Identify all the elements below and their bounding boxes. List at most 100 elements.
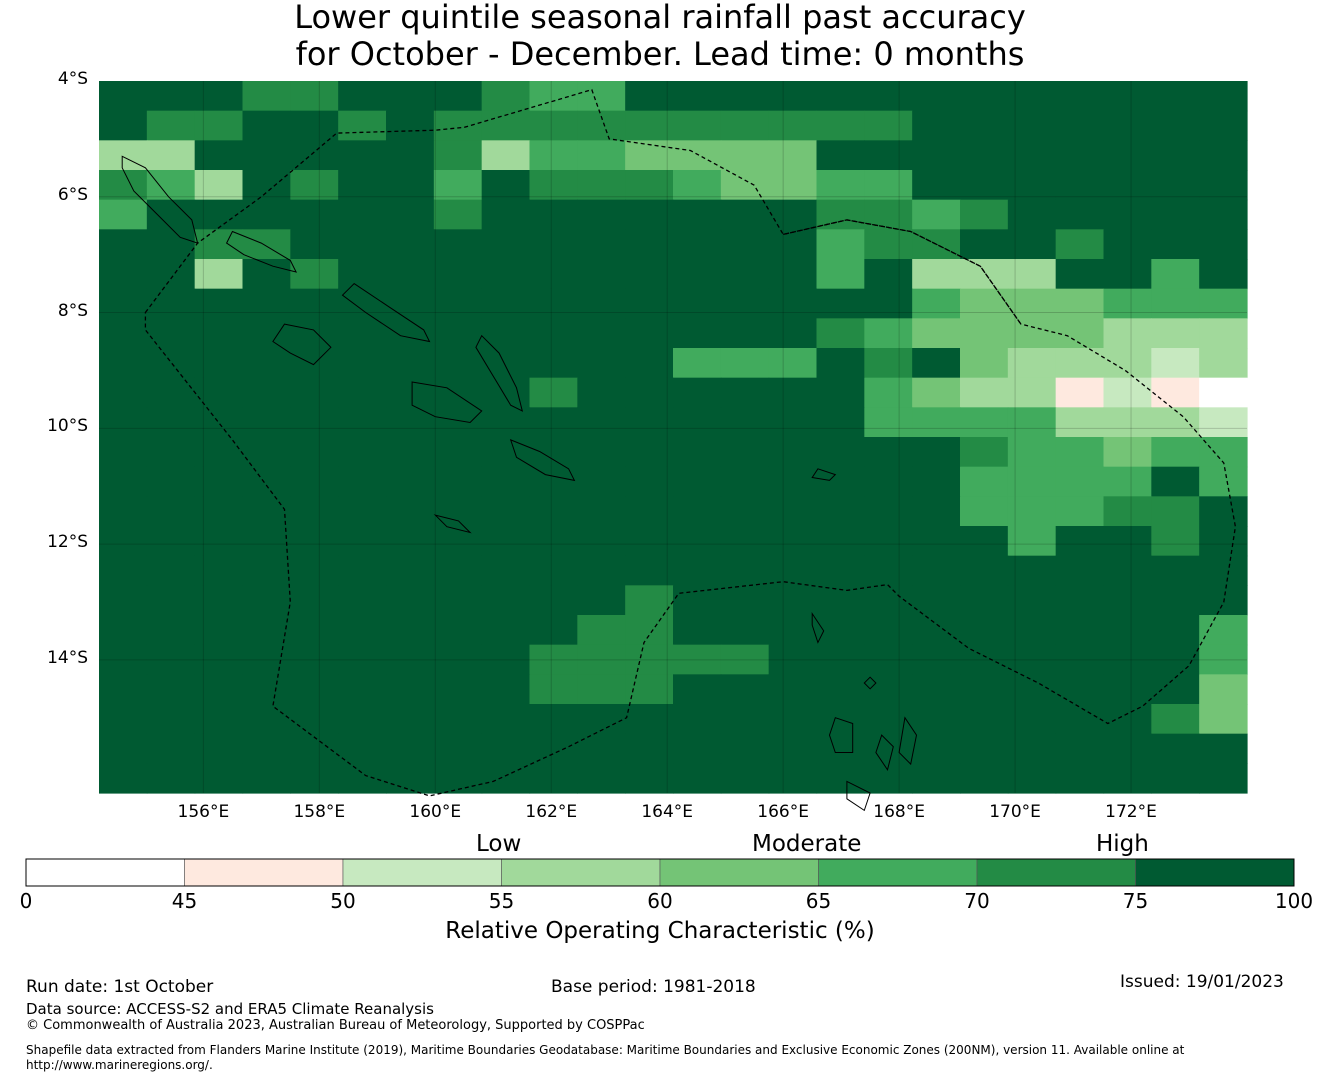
grid-cell: [864, 229, 913, 260]
grid-cell: [673, 763, 722, 794]
grid-cell: [481, 259, 531, 290]
grid-cell: [99, 288, 148, 319]
grid-cell: [146, 407, 196, 438]
grid-cell: [1103, 585, 1152, 616]
grid-cell: [99, 259, 148, 290]
colorbar-tick-label: 0: [19, 889, 33, 913]
grid-cell: [912, 199, 961, 230]
grid-cell: [625, 140, 674, 171]
grid-cell: [625, 259, 674, 290]
grid-cell: [720, 674, 770, 705]
grid-cell: [194, 526, 244, 557]
grid-cell: [1151, 644, 1200, 675]
grid-cell: [577, 318, 626, 349]
grid-cell: [242, 496, 291, 527]
grid-cell: [194, 733, 244, 764]
grid-cell: [1199, 644, 1248, 675]
grid-cell: [625, 110, 674, 141]
grid-cell: [99, 555, 148, 586]
colorbar-segment: [976, 858, 1136, 887]
grid-cell: [1055, 140, 1105, 171]
grid-cell: [864, 437, 913, 468]
grid-cell: [1103, 140, 1152, 171]
grid-cell: [912, 259, 961, 290]
grid-cell: [816, 615, 865, 646]
grid-cell: [768, 466, 818, 497]
grid-cell: [386, 110, 435, 141]
grid-cell: [577, 585, 626, 616]
grid-cell: [529, 466, 578, 497]
grid-cell: [1055, 555, 1105, 586]
colorbar-tick-label: 45: [171, 889, 198, 913]
grid-cell: [625, 704, 674, 735]
colorbar-tick-label: 55: [488, 889, 515, 913]
grid-cell: [673, 466, 722, 497]
grid-cell: [1103, 466, 1152, 497]
grid-cell: [960, 763, 1009, 794]
grid-cell: [625, 733, 674, 764]
grid-cell: [338, 526, 387, 557]
grid-cell: [1103, 348, 1152, 379]
grid-cell: [577, 229, 626, 260]
grid-cell: [816, 229, 865, 260]
grid-cell: [529, 555, 578, 586]
grid-cell: [290, 615, 339, 646]
grid-cell: [864, 199, 913, 230]
grid-cell: [577, 288, 626, 319]
grid-cell: [529, 140, 578, 171]
grid-cell: [529, 170, 578, 201]
grid-cell: [194, 199, 244, 230]
island-outline: [863, 676, 877, 690]
grid-cell: [290, 733, 339, 764]
grid-cell: [338, 81, 387, 112]
island-outline: [433, 514, 472, 534]
grid-cell: [1151, 615, 1200, 646]
grid-cell: [960, 704, 1009, 735]
grid-cell: [720, 437, 770, 468]
grid-cell: [1007, 496, 1057, 527]
grid-cell: [625, 407, 674, 438]
grid-cell: [146, 526, 196, 557]
grid-cell: [912, 615, 961, 646]
map-title-line-2: for October - December. Lead time: 0 mon…: [295, 35, 1025, 73]
grid-cell: [529, 704, 578, 735]
grid-cell: [386, 170, 435, 201]
grid-cell: [912, 288, 961, 319]
grid-cell: [1007, 644, 1057, 675]
grid-cell: [290, 496, 339, 527]
grid-cell: [816, 199, 865, 230]
grid-cell: [290, 170, 339, 201]
grid-cell: [864, 348, 913, 379]
grid-cell: [864, 526, 913, 557]
grid-cell: [912, 466, 961, 497]
grid-cell: [625, 318, 674, 349]
grid-cell: [242, 733, 291, 764]
grid-cell: [1007, 585, 1057, 616]
latitude-tick-label: 12°S: [47, 532, 88, 553]
grid-cell: [433, 526, 483, 557]
grid-cell: [720, 140, 770, 171]
grid-cell: [768, 318, 818, 349]
grid-cell: [720, 110, 770, 141]
shapefile-credit-line-2: http://www.marineregions.org/.: [26, 1058, 213, 1072]
grid-cell: [529, 377, 578, 408]
grid-cell: [194, 229, 244, 260]
grid-cell: [960, 585, 1009, 616]
colorbar-segment: [342, 858, 502, 887]
grid-cell: [960, 110, 1009, 141]
grid-cell: [864, 763, 913, 794]
grid-cell: [386, 555, 435, 586]
grid-cell: [146, 585, 196, 616]
grid-cell: [386, 733, 435, 764]
grid-cell: [864, 644, 913, 675]
grid-cell: [290, 555, 339, 586]
island-outline: [225, 230, 298, 273]
grid-cell: [577, 615, 626, 646]
grid-cell: [146, 110, 196, 141]
grid-cell: [1103, 763, 1152, 794]
grid-cell: [1007, 704, 1057, 735]
grid-cell: [1055, 466, 1105, 497]
grid-cell: [194, 288, 244, 319]
grid-cell: [912, 140, 961, 171]
grid-cell: [912, 585, 961, 616]
